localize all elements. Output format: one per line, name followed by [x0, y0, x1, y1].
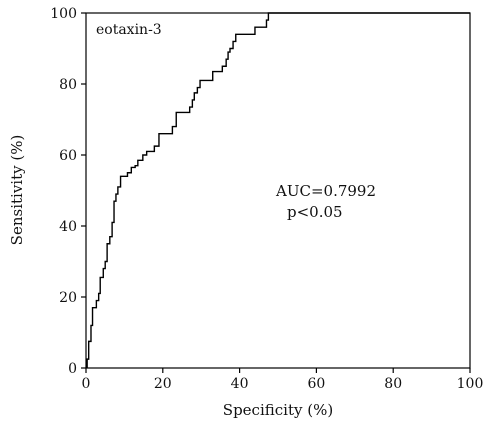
y-axis-title: Sensitivity (%)	[8, 135, 26, 246]
series-label: eotaxin-3	[96, 22, 162, 38]
y-axis-ticks: 0 20 40 60 80 100	[50, 6, 86, 377]
p-value-annotation: p<0.05	[287, 203, 343, 221]
x-axis-title: Specificity (%)	[223, 401, 333, 419]
x-axis-ticks: 0 20 40 60 80 100	[82, 368, 484, 392]
x-tick-label: 20	[154, 376, 172, 392]
x-tick-label: 0	[82, 376, 91, 392]
roc-curve	[86, 12, 470, 368]
y-tick-label: 0	[68, 361, 77, 377]
y-tick-label: 20	[59, 290, 77, 306]
y-tick-label: 100	[50, 6, 77, 22]
y-tick-label: 40	[59, 219, 77, 235]
auc-annotation: AUC=0.7992	[275, 182, 376, 200]
x-tick-label: 100	[457, 376, 484, 392]
y-tick-label: 80	[59, 77, 77, 93]
x-tick-label: 60	[307, 376, 325, 392]
y-tick-label: 60	[59, 148, 77, 164]
x-tick-label: 40	[231, 376, 249, 392]
x-tick-label: 80	[384, 376, 402, 392]
